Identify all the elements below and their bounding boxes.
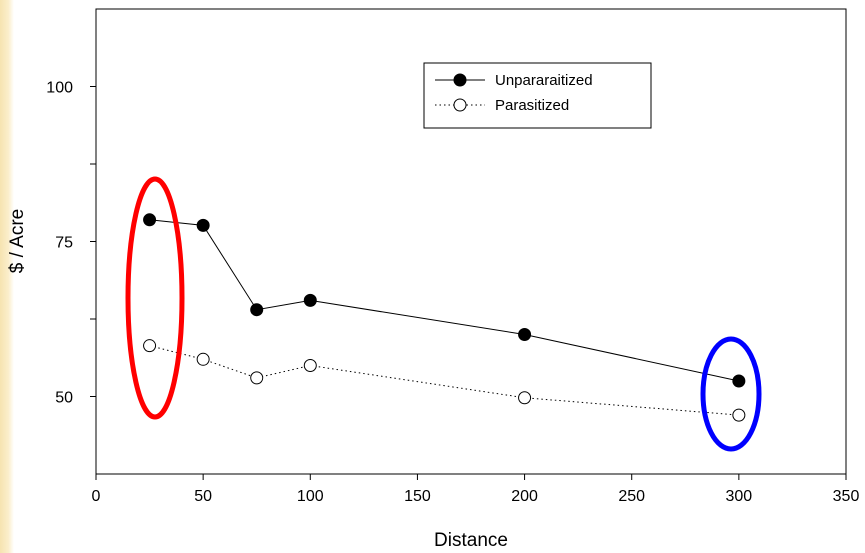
highlight-ellipse-blue	[700, 336, 762, 452]
legend-label-parasitized: Parasitized	[495, 97, 569, 114]
x-tick-label-250: 250	[618, 488, 645, 505]
data-point-unpararaitized-50	[196, 218, 210, 232]
y-axis-title: $ / Acre	[7, 209, 28, 273]
data-point-unpararaitized-200	[518, 328, 532, 341]
x-axis-ticks: 0 50 100 150 200 250 300 350	[92, 474, 860, 505]
y-tick-label-75: 75	[55, 235, 73, 252]
annotation-layer	[125, 176, 762, 452]
x-tick-label-350: 350	[833, 488, 860, 505]
x-tick-label-150: 150	[404, 488, 431, 505]
data-point-unpararaitized-25	[143, 213, 157, 227]
x-tick-label-200: 200	[511, 488, 538, 505]
legend-marker-parasitized	[453, 98, 467, 112]
data-point-unpararaitized-75	[250, 303, 264, 317]
x-tick-label-100: 100	[297, 488, 324, 505]
highlight-ellipse-red	[125, 176, 185, 420]
series-line-unpararaitized	[149, 219, 739, 382]
y-axis-ticks: 50 75 100	[46, 80, 96, 407]
legend: Unpararaitized Parasitized	[423, 62, 652, 129]
legend-label-unparasitized: Unpararaitized	[495, 72, 593, 89]
x-tick-label-50: 50	[194, 488, 212, 505]
data-point-unpararaitized-300	[732, 374, 746, 388]
y-tick-label-50: 50	[55, 390, 73, 407]
data-point-parasitized-200	[518, 391, 532, 405]
data-point-parasitized-300	[732, 408, 746, 422]
legend-marker-unparasitized	[453, 73, 467, 87]
x-tick-label-300: 300	[726, 488, 753, 505]
x-tick-label-0: 0	[92, 488, 101, 505]
data-point-unpararaitized-100	[303, 293, 317, 307]
x-axis-title: Distance	[434, 530, 508, 551]
y-tick-label-100: 100	[46, 80, 73, 97]
data-point-parasitized-25	[143, 339, 157, 353]
data-point-parasitized-75	[250, 371, 264, 385]
data-point-parasitized-50	[196, 352, 210, 366]
data-point-parasitized-100	[303, 359, 317, 372]
decorative-left-stripe	[0, 0, 14, 553]
series-line-parasitized	[149, 345, 739, 416]
series-layer	[143, 213, 746, 422]
